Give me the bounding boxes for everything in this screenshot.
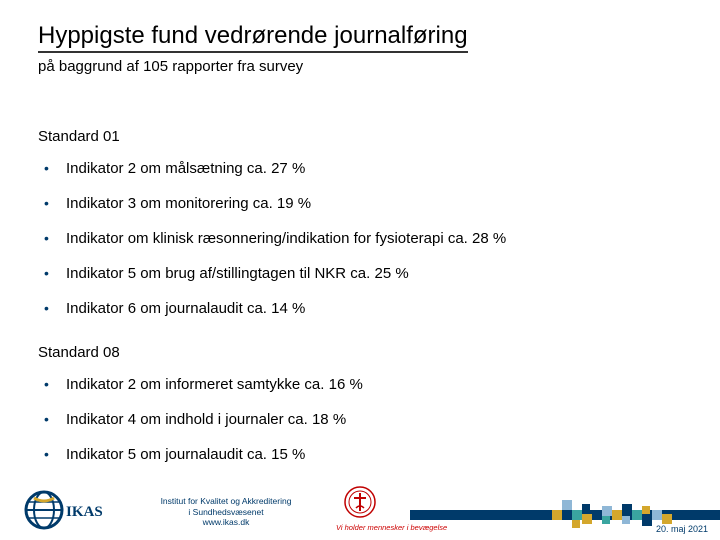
list-item: Indikator 6 om journalaudit ca. 14 %: [38, 300, 506, 317]
slide-title: Hyppigste fund vedrørende journalføring: [38, 22, 468, 53]
list-item: Indikator om klinisk ræsonnering/indikat…: [38, 230, 506, 247]
list-item: Indikator 5 om brug af/stillingtagen til…: [38, 265, 506, 282]
institute-line: Institut for Kvalitet og Akkreditering: [161, 496, 292, 506]
slide-subtitle: på baggrund af 105 rapporter fra survey: [38, 58, 303, 75]
institute-line: i Sundhedsvæsenet: [188, 507, 263, 517]
list-item: Indikator 2 om målsætning ca. 27 %: [38, 160, 506, 177]
footer: IKAS Institut for Kvalitet og Akkrediter…: [0, 484, 720, 540]
institute-line: www.ikas.dk: [203, 517, 250, 527]
slide: Hyppigste fund vedrørende journalføring …: [0, 0, 720, 540]
list-standard-08: Indikator 2 om informeret samtykke ca. 1…: [38, 376, 363, 481]
date-text: 20. maj 2021: [656, 524, 708, 534]
svg-text:IKAS: IKAS: [66, 504, 103, 520]
list-item: Indikator 3 om monitorering ca. 19 %: [38, 195, 506, 212]
ikas-logo-icon: IKAS: [24, 490, 116, 530]
list-standard-01: Indikator 2 om målsætning ca. 27 % Indik…: [38, 160, 506, 335]
list-item: Indikator 2 om informeret samtykke ca. 1…: [38, 376, 363, 393]
list-item: Indikator 5 om journalaudit ca. 15 %: [38, 446, 363, 463]
list-item: Indikator 4 om indhold i journaler ca. 1…: [38, 411, 363, 428]
section-heading-01: Standard 01: [38, 128, 120, 145]
institute-text: Institut for Kvalitet og Akkreditering i…: [126, 496, 326, 528]
tagline: Vi holder mennesker i bevægelse: [336, 523, 447, 532]
seal-logo-icon: [340, 484, 380, 524]
section-heading-08: Standard 08: [38, 344, 120, 361]
